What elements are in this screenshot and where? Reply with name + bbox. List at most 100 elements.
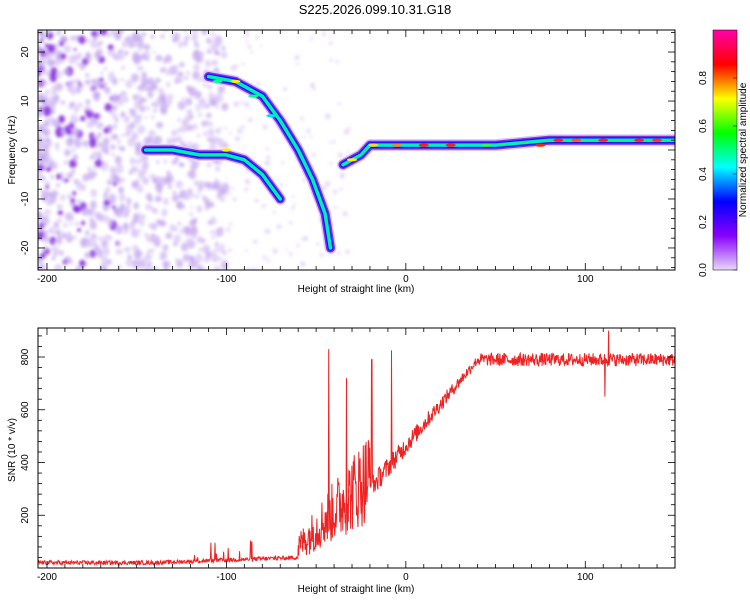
spectrogram-noise-speckle [201, 30, 208, 36]
spectrogram-noise-speckle [135, 159, 141, 165]
spectrogram-noise-speckle [187, 141, 192, 146]
spectrogram-noise-speckle [151, 248, 155, 253]
spectrogram-noise-speckle [207, 202, 214, 208]
spectrogram-noise-speckle [151, 102, 156, 106]
spectrogram-noise-speckle [38, 110, 44, 118]
spectrogram-noise-speckle [321, 31, 327, 36]
spectrogram-noise-speckle [227, 248, 232, 253]
spectrogram-noise-speckle [133, 249, 142, 260]
spectrogram-noise-speckle [343, 129, 350, 135]
spectrogram-noise-speckle [64, 149, 71, 157]
spectrogram-noise-speckle [147, 136, 153, 143]
spectrogram-noise-speckle [342, 211, 348, 217]
spectrogram-noise-speckle [71, 148, 76, 152]
spectrogram-noise-speckle [130, 228, 137, 237]
spectrogram-noise-speckle [131, 181, 139, 188]
spectrogram-noise-speckle [155, 121, 164, 129]
spectrogram-noise-speckle [135, 114, 143, 121]
spectrogram-noise-speckle [160, 107, 168, 115]
spectrogram-noise-speckle [103, 193, 108, 200]
spectrogram-noise-speckle [86, 38, 90, 42]
spectrogram-noise-speckle [65, 129, 73, 136]
spectrogram-noise-speckle [181, 96, 186, 101]
spectrogram-noise-speckle [43, 105, 52, 117]
spectrogram-noise-speckle [328, 41, 333, 45]
spectrogram-noise-speckle [237, 128, 243, 134]
spectrogram-noise-speckle [158, 93, 167, 100]
spectrogram-noise-speckle [55, 146, 60, 151]
spectrogram-noise-speckle [106, 179, 113, 186]
spectrogram-noise-speckle [142, 176, 149, 185]
spectrogram-noise-speckle [198, 98, 203, 104]
spectrogram-noise-speckle [70, 35, 75, 41]
spectrogram-noise-speckle [149, 173, 156, 179]
spectrogram-noise-speckle [205, 103, 210, 109]
spectrogram-noise-speckle [40, 34, 46, 39]
spectrogram-noise-speckle [94, 211, 102, 219]
spectrogram-noise-speckle [176, 259, 184, 269]
spectrogram-noise-speckle [103, 234, 112, 242]
spectrogram-noise-speckle [152, 50, 156, 54]
spectrogram-noise-speckle [207, 135, 211, 138]
spectrogram-noise-speckle [279, 183, 283, 187]
spectrogram-noise-speckle [172, 190, 176, 195]
spectrogram-noise-speckle [147, 90, 154, 99]
spectrogram-noise-speckle [289, 220, 293, 225]
spectrogram-noise-speckle [214, 242, 219, 247]
spectrogram-noise-speckle [243, 30, 249, 33]
spectrogram-noise-speckle [281, 161, 285, 165]
spectrogram-noise-speckle [225, 227, 231, 233]
spectrogram-noise-speckle [68, 54, 76, 65]
spectrogram-noise-speckle [184, 35, 190, 41]
spectrogram-noise-speckle [54, 43, 59, 49]
spectrogram-noise-speckle [177, 41, 183, 49]
spectrogram-noise-speckle [222, 250, 228, 256]
spectrogram-noise-speckle [219, 243, 225, 250]
spectrogram-noise-speckle [63, 68, 71, 76]
spectrogram-noise-speckle [275, 97, 279, 100]
spectrogram-noise-speckle [100, 255, 108, 264]
spectrogram-noise-speckle [159, 251, 167, 259]
spectrogram-noise-speckle [91, 233, 95, 238]
spectrogram-noise-speckle [40, 58, 48, 65]
spectrogram-noise-speckle [163, 267, 168, 270]
spectrogram-hotspot [481, 143, 492, 147]
spectrogram-noise-speckle [167, 184, 173, 190]
spectrogram-noise-speckle [296, 62, 300, 66]
spectrogram-noise-speckle [206, 49, 213, 54]
spectrogram-noise-speckle [192, 70, 201, 80]
spectrogram-noise-speckle [195, 56, 204, 64]
spectrogram-noise-speckle [182, 253, 190, 262]
spectrogram-noise-speckle [60, 194, 66, 201]
spectrogram-noise-speckle [163, 244, 169, 250]
spectrogram-noise-speckle [46, 144, 51, 148]
spectrogram-noise-speckle [210, 229, 216, 235]
spectrogram-noise-speckle [175, 180, 184, 189]
spectrogram-noise-speckle [93, 113, 100, 119]
y-tick-label: 400 [20, 454, 31, 471]
spectrogram-noise-speckle [217, 138, 226, 149]
spectrogram-noise-speckle [89, 39, 97, 49]
spectrogram-noise-speckle [206, 112, 212, 119]
spectrogram-noise-speckle [224, 144, 229, 149]
x-tick-label: -100 [216, 274, 236, 285]
spectrogram-noise-speckle [80, 220, 86, 226]
spectrogram-noise-speckle [56, 203, 63, 210]
spectrogram-noise-speckle [82, 140, 89, 147]
spectrogram-noise-speckle [146, 249, 151, 254]
spectrogram-noise-speckle [98, 150, 102, 155]
spectrogram-hotspot [418, 143, 429, 147]
spectrogram-noise-speckle [337, 152, 344, 158]
spectrogram-noise-speckle [202, 195, 206, 200]
spectrogram-noise-speckle [220, 51, 228, 59]
spectrogram-hotspot [571, 138, 582, 142]
x-tick-label: 0 [403, 572, 409, 583]
spectrogram-noise-speckle [144, 115, 148, 119]
snr-x-axis-label: Height of straight line (km) [298, 584, 415, 595]
spectrogram-noise-speckle [121, 133, 126, 137]
spectrogram-noise-speckle [312, 87, 316, 91]
spectrogram-noise-speckle [179, 229, 185, 234]
spectrogram-noise-speckle [100, 240, 109, 251]
spectrogram-noise-speckle [177, 117, 181, 123]
spectrogram-noise-speckle [291, 205, 295, 210]
